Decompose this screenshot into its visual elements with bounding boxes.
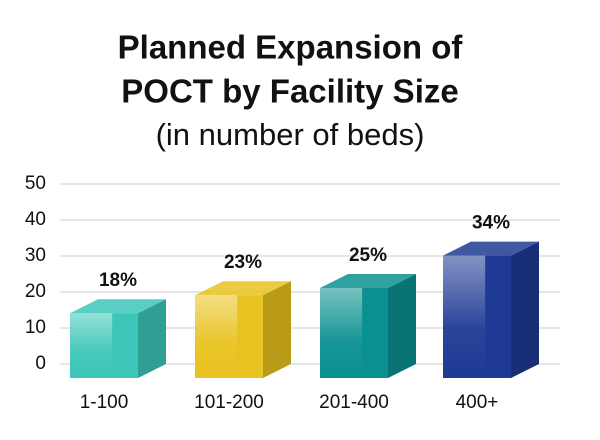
bar-side [388, 274, 416, 378]
bar-top [195, 281, 291, 296]
x-tick-label: 201-400 [319, 392, 389, 413]
bar-shine [443, 255, 486, 378]
value-label: 25% [349, 245, 387, 266]
y-tick-label: 50 [25, 173, 46, 194]
value-label: 18% [99, 270, 137, 291]
chart-title: Planned Expansion of [118, 29, 464, 66]
y-tick-label: 10 [25, 317, 46, 338]
bar-shine [195, 295, 238, 378]
x-tick-label: 400+ [456, 392, 499, 413]
value-label: 23% [224, 252, 262, 273]
bar-shine [70, 313, 113, 378]
y-tick-label: 20 [25, 281, 46, 302]
bar-top [443, 241, 539, 256]
bar-top [320, 274, 416, 288]
bar-shine [320, 288, 363, 378]
bar-top [70, 299, 166, 314]
y-tick-label: 30 [25, 245, 46, 266]
y-tick-label: 40 [25, 209, 46, 230]
bar-side [138, 299, 166, 378]
y-tick-label: 0 [35, 353, 46, 374]
bar-side [511, 241, 539, 378]
x-tick-label: 1-100 [80, 392, 129, 413]
bar-side [263, 281, 291, 378]
chart-title: POCT by Facility Size [121, 73, 458, 110]
x-tick-label: 101-200 [194, 392, 264, 413]
value-label: 34% [472, 213, 510, 234]
chart-subtitle: (in number of beds) [156, 117, 425, 152]
